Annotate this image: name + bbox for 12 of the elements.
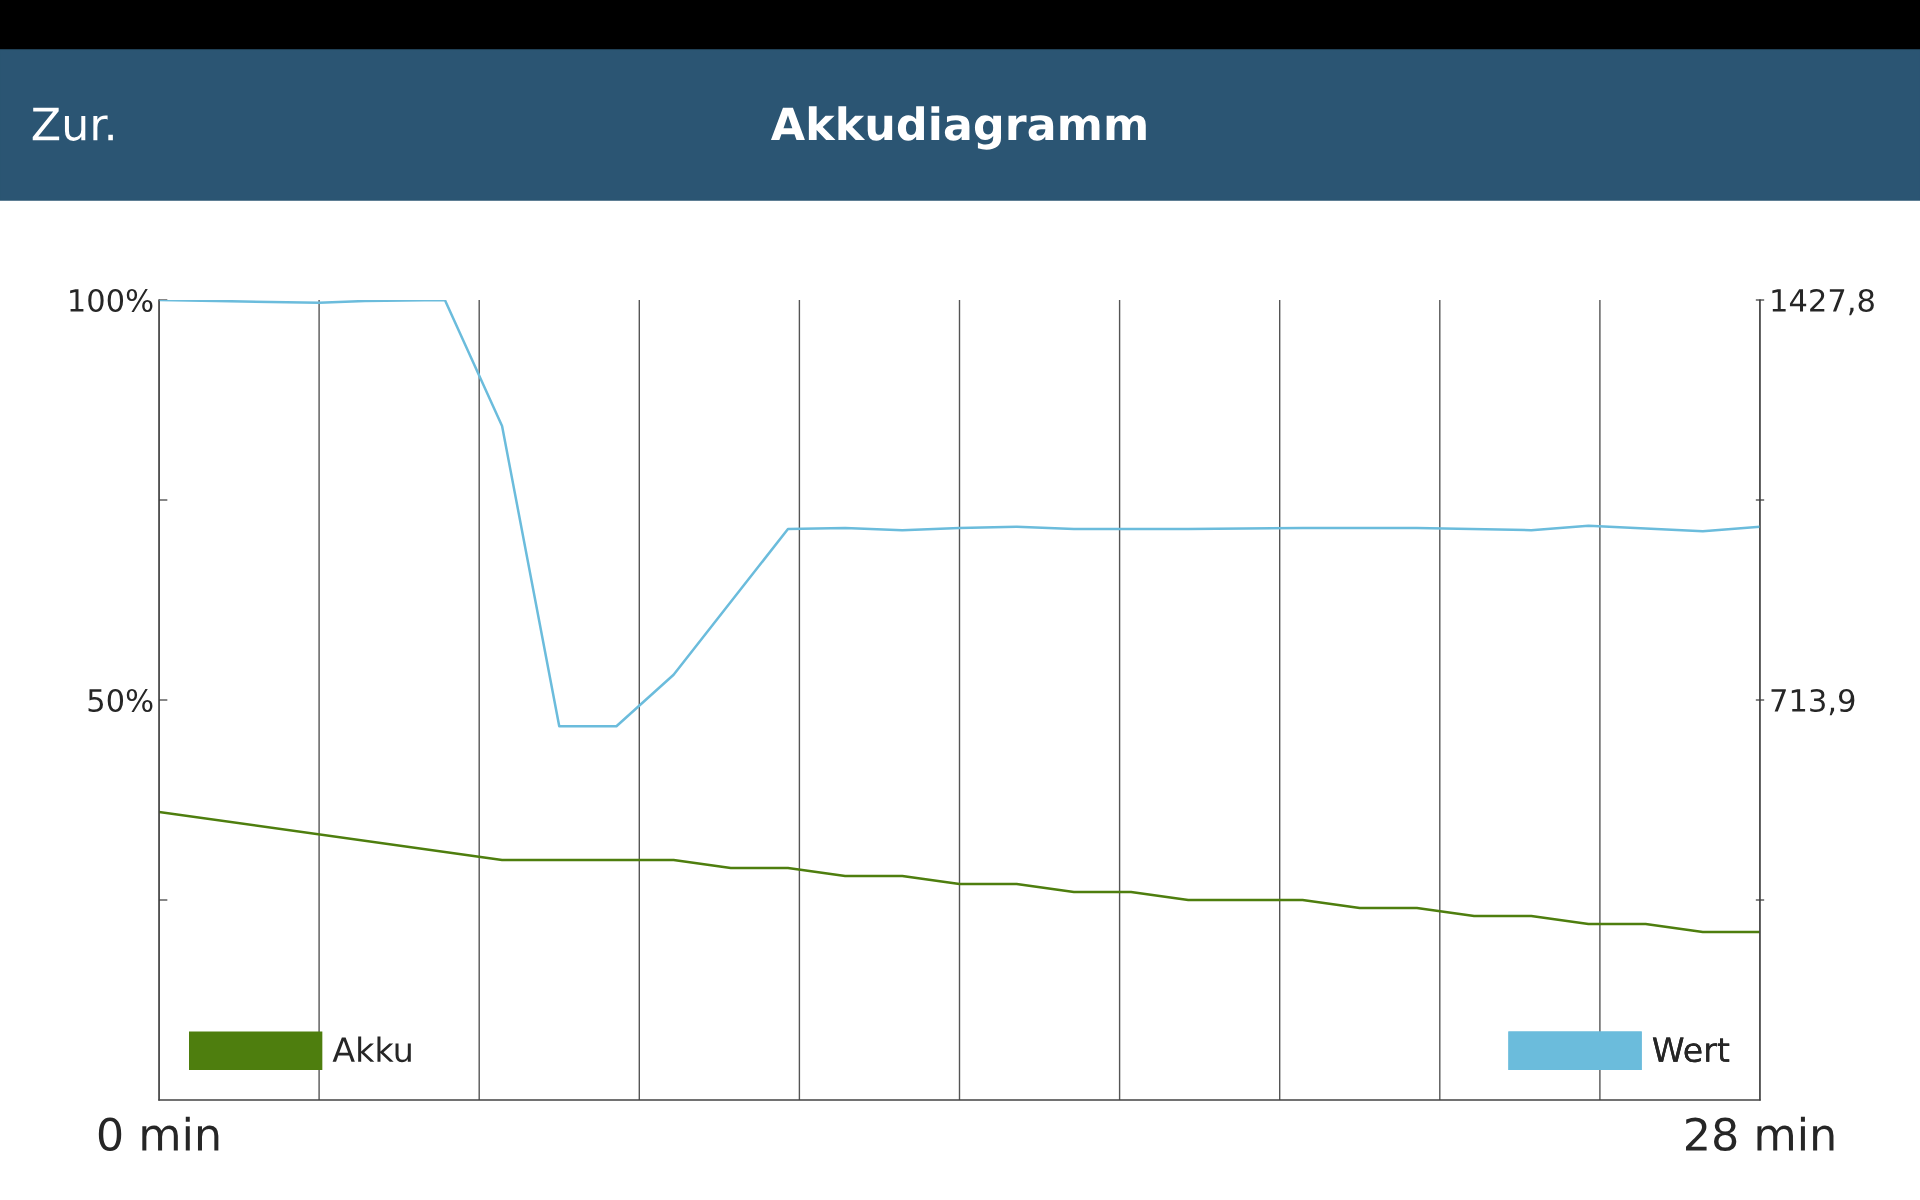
legend-label: Akku [332,1036,411,1063]
chart-title: Akkudiagramm [770,106,1146,150]
y2-tick-label: 1427,8 [1772,288,1874,316]
line-series [159,300,1760,728]
y2-tick-label: 713,9 [1771,688,1855,716]
x-tick-label: 28 min [1686,1116,1834,1152]
line-series [159,810,1760,934]
text: Zur. [32,107,113,141]
legend-label: Wert [1652,1037,1730,1063]
x-tick-label: 0 min [98,1116,219,1152]
y-tick-label: 100% [70,288,153,313]
y-tick-label: 50% [88,688,153,713]
